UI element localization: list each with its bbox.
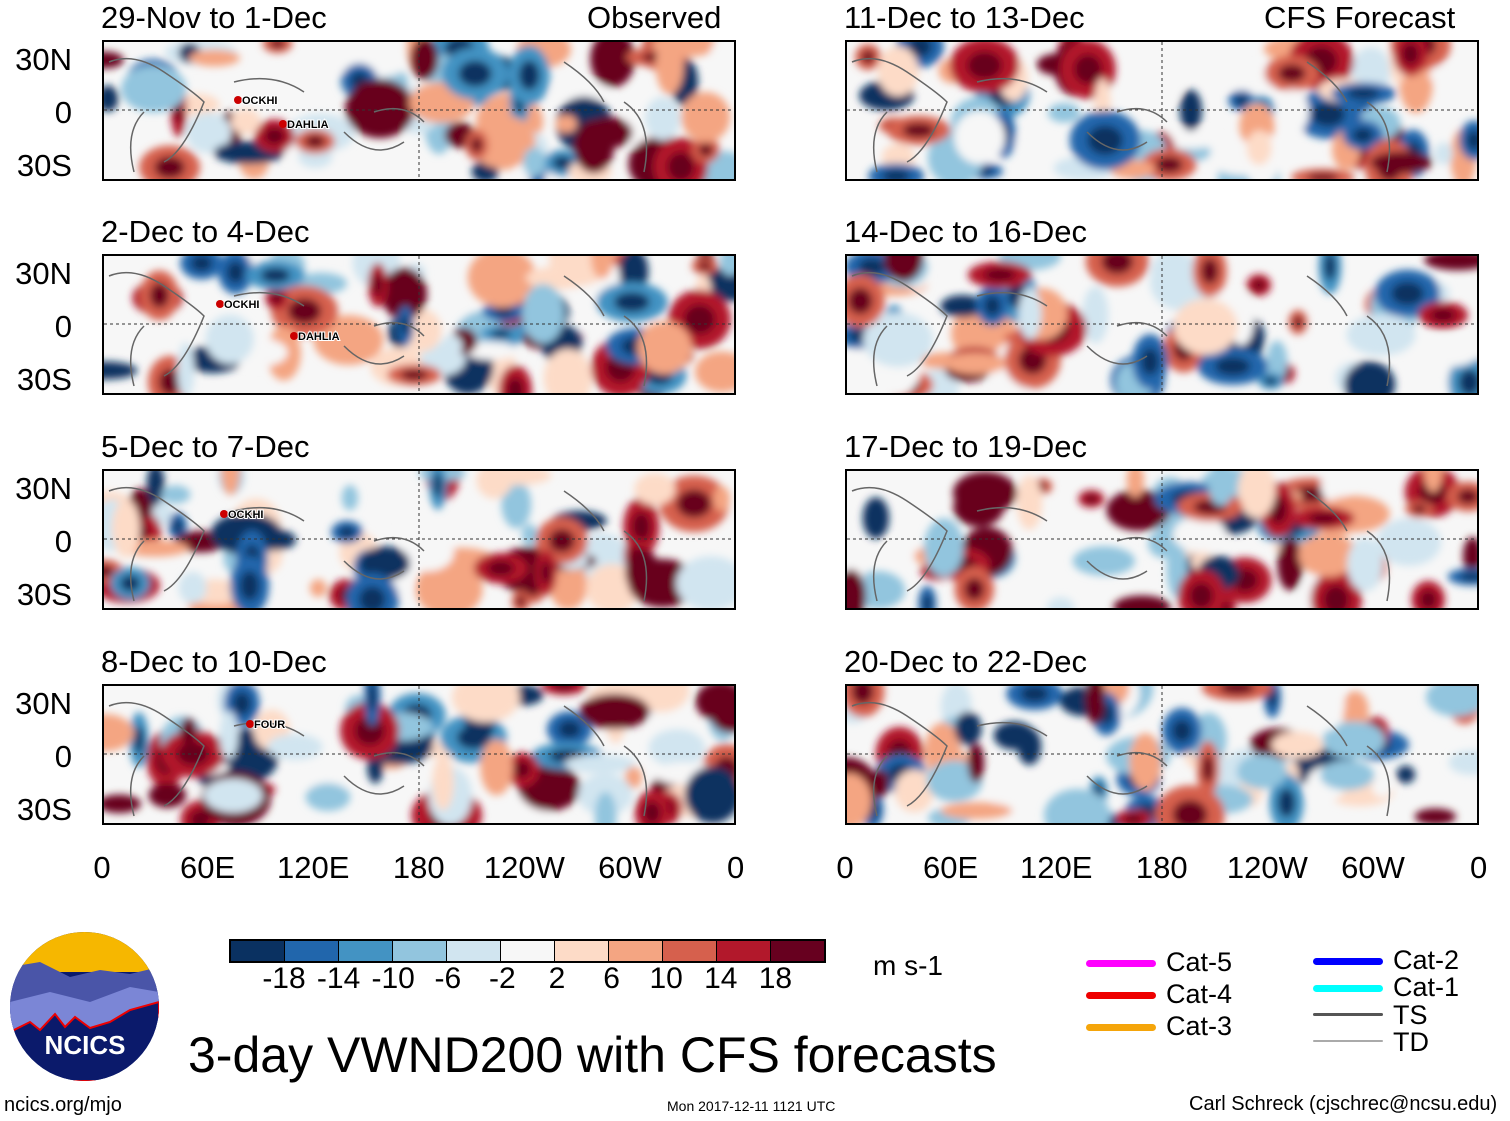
storm-label: FOUR (254, 719, 285, 731)
colorbar-label: -18 (262, 962, 306, 995)
storm-marker (216, 300, 224, 308)
colorbar-swatch (663, 941, 717, 961)
longitude-label: 0 (726, 850, 745, 885)
latitude-label: 30N (15, 471, 72, 506)
latitude-label: 30S (16, 577, 72, 612)
map-panel (845, 254, 1479, 395)
forecast-header: CFS Forecast (1264, 0, 1456, 35)
latitude-label: 30S (16, 148, 72, 183)
colorbar-swatch (339, 941, 393, 961)
legend-label: Cat-1 (1393, 972, 1460, 1002)
longitude-label: 60E (180, 850, 236, 885)
colorbar-swatch (501, 941, 555, 961)
storm-marker (234, 96, 242, 104)
logo-text: NCICS (45, 1030, 126, 1060)
latitude-label: 30N (15, 256, 72, 291)
colorbar-label: 2 (548, 962, 566, 995)
colorbar-swatch (609, 941, 663, 961)
legend-line-cat-2 (1313, 958, 1383, 965)
storm-marker (220, 510, 228, 518)
panel-title: 5-Dec to 7-Dec (101, 429, 310, 464)
longitude-label: 180 (392, 850, 445, 885)
storm-label: OCKHI (224, 299, 259, 311)
colorbar-label: 6 (603, 962, 620, 995)
map-panel (845, 40, 1479, 181)
legend-line-ts (1313, 1013, 1383, 1016)
colorbar-label: -14 (316, 962, 361, 995)
map-panel (845, 684, 1479, 825)
figure-title: 3-day VWND200 with CFS forecasts (188, 1027, 997, 1083)
latitude-label: 0 (54, 739, 72, 774)
legend-label: Cat-5 (1166, 947, 1233, 977)
longitude-label: 0 (93, 850, 111, 885)
latitude-label: 30S (16, 362, 72, 397)
map-panel: OCKHI DAHLIA (102, 40, 736, 181)
storm-label: DAHLIA (298, 331, 340, 343)
map-panel: OCKHI DAHLIA (102, 254, 736, 395)
longitude-label: 120W (483, 850, 565, 885)
colorbar-label: 14 (704, 962, 738, 995)
storm-marker (279, 120, 287, 128)
legend-line-cat-1 (1313, 985, 1383, 992)
colorbar-swatch (771, 941, 824, 961)
latitude-label: 0 (54, 309, 72, 344)
longitude-label: 60W (1341, 850, 1405, 885)
storm-label: OCKHI (242, 95, 277, 107)
panel-title: 14-Dec to 16-Dec (844, 214, 1087, 249)
legend-label: TD (1393, 1027, 1429, 1057)
longitude-label: 120W (1226, 850, 1308, 885)
legend-label: TS (1393, 1000, 1428, 1030)
timestamp: Mon 2017-12-11 1121 UTC (667, 1098, 836, 1114)
units-label: m s-1 (873, 950, 943, 981)
longitude-label: 0 (836, 850, 854, 885)
legend-line-cat-4 (1086, 992, 1156, 999)
panel-title: 20-Dec to 22-Dec (844, 644, 1087, 679)
map-panel (845, 469, 1479, 610)
longitude-label: 120E (1019, 850, 1093, 885)
latitude-label: 0 (54, 524, 72, 559)
credit: Carl Schreck (cjschrec@ncsu.edu) (1189, 1093, 1498, 1115)
colorbar-label: -2 (489, 962, 516, 995)
colorbar-label: 10 (649, 962, 683, 995)
longitude-label: 0 (1469, 850, 1488, 885)
storm-marker (290, 332, 298, 340)
site-link[interactable]: ncics.org/mjo (4, 1094, 122, 1116)
panel-title: 29-Nov to 1-Dec (101, 0, 327, 35)
colorbar-swatch (555, 941, 609, 961)
longitude-label: 60E (923, 850, 979, 885)
colorbar-swatch (717, 941, 771, 961)
observed-header: Observed (587, 0, 722, 35)
ncics-logo: NCICS (10, 932, 159, 1081)
legend-line-td (1313, 1040, 1383, 1042)
panel-title: 8-Dec to 10-Dec (101, 644, 327, 679)
longitude-label: 60W (598, 850, 662, 885)
latitude-label: 30N (15, 686, 72, 721)
panel-title: 11-Dec to 13-Dec (844, 0, 1085, 35)
longitude-label: 120E (276, 850, 350, 885)
longitude-label: 180 (1135, 850, 1188, 885)
colorbar-label: -6 (434, 962, 462, 995)
panel-title: 17-Dec to 19-Dec (844, 429, 1087, 464)
legend-line-cat-3 (1086, 1024, 1156, 1031)
colorbar (229, 939, 826, 963)
legend-line-cat-5 (1086, 960, 1156, 967)
colorbar-swatch (285, 941, 339, 961)
colorbar-swatch (447, 941, 501, 961)
panel-title: 2-Dec to 4-Dec (101, 214, 310, 249)
legend-label: Cat-4 (1166, 979, 1233, 1009)
map-panel: OCKHI (102, 469, 736, 610)
colorbar-swatch (231, 941, 285, 961)
latitude-label: 30S (16, 792, 72, 827)
latitude-label: 0 (54, 95, 72, 130)
legend-label: Cat-3 (1166, 1011, 1233, 1041)
colorbar-label: 18 (758, 962, 793, 995)
storm-label: OCKHI (228, 509, 263, 521)
latitude-label: 30N (15, 42, 72, 77)
storm-marker (246, 720, 254, 728)
legend-label: Cat-2 (1393, 945, 1460, 975)
colorbar-swatch (393, 941, 447, 961)
colorbar-label: -10 (371, 962, 415, 995)
map-panel: FOUR (102, 684, 736, 825)
storm-label: DAHLIA (287, 119, 329, 131)
